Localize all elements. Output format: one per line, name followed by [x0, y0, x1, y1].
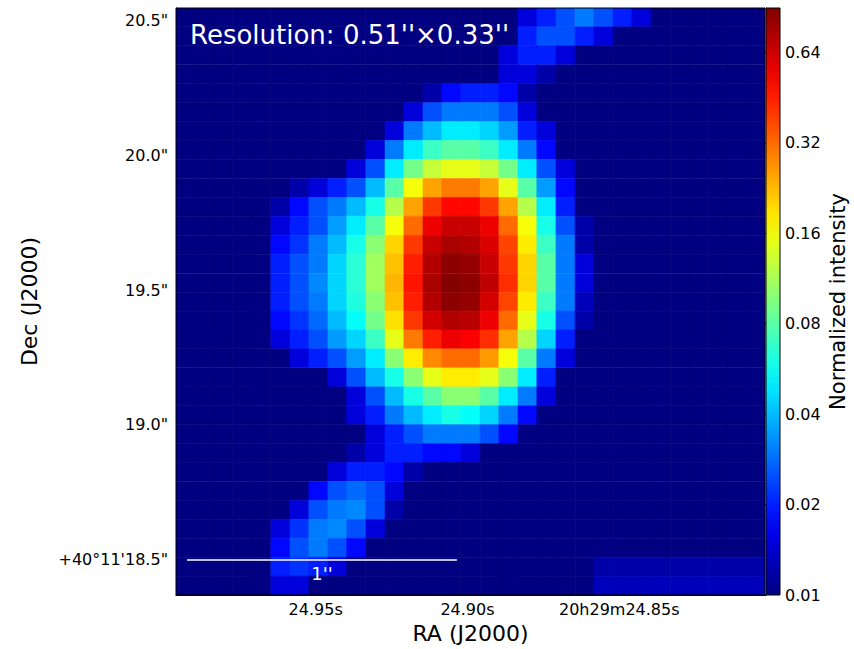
svg-text:24.95s: 24.95s [289, 600, 343, 619]
svg-text:19.5": 19.5" [125, 281, 168, 300]
svg-text:0.16: 0.16 [785, 224, 821, 243]
svg-text:19.0": 19.0" [125, 415, 168, 434]
svg-text:RA (J2000): RA (J2000) [412, 621, 528, 646]
svg-text:0.32: 0.32 [785, 133, 821, 152]
svg-text:0.64: 0.64 [785, 43, 821, 62]
svg-text:1'': 1'' [311, 563, 332, 584]
svg-text:0.02: 0.02 [785, 495, 821, 514]
svg-text:0.01: 0.01 [785, 586, 821, 605]
svg-text:Dec (J2000): Dec (J2000) [17, 237, 42, 366]
svg-text:Resolution: 0.51''×0.33'': Resolution: 0.51''×0.33'' [190, 20, 509, 50]
svg-text:20.5": 20.5" [125, 11, 168, 30]
svg-text:Normalized intensity: Normalized intensity [826, 193, 850, 410]
svg-text:20.0": 20.0" [125, 146, 168, 165]
svg-text:24.90s: 24.90s [440, 600, 494, 619]
svg-text:0.04: 0.04 [785, 405, 821, 424]
svg-text:+40°11'18.5": +40°11'18.5" [58, 550, 168, 569]
svg-text:20h29m24.85s: 20h29m24.85s [559, 600, 680, 619]
svg-text:0.08: 0.08 [785, 314, 821, 333]
